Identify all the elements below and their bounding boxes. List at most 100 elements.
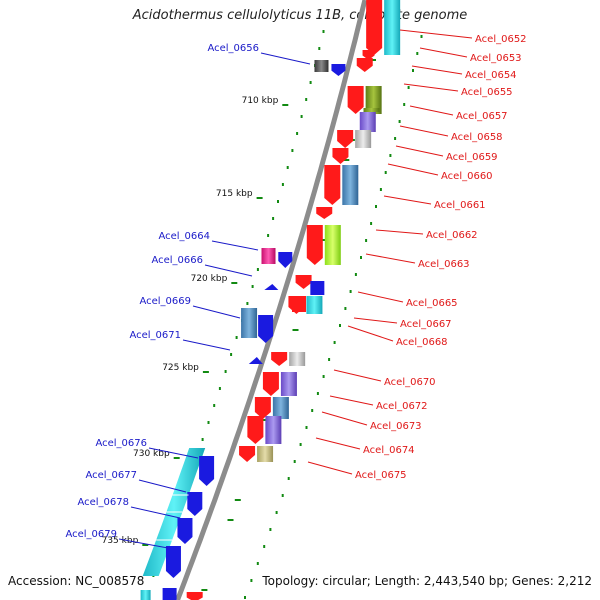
gene-label[interactable]: Acel_0675 bbox=[355, 470, 407, 481]
gene-label[interactable]: Acel_0660 bbox=[441, 171, 493, 182]
scale-label: 735 kbp bbox=[102, 536, 139, 546]
leader-line bbox=[329, 395, 374, 406]
leader-line bbox=[383, 195, 432, 205]
inner-ring-dot bbox=[224, 370, 227, 373]
gene-label[interactable]: Acel_0665 bbox=[406, 298, 458, 309]
gene-label[interactable]: Acel_0678 bbox=[77, 497, 129, 508]
outer-ring-dot bbox=[316, 392, 319, 395]
gene-label[interactable]: Acel_0670 bbox=[384, 377, 436, 388]
gene-label[interactable]: Acel_0662 bbox=[426, 230, 478, 241]
gene-label[interactable]: Acel_0657 bbox=[456, 111, 508, 122]
gene-label[interactable]: Acel_0656 bbox=[207, 43, 259, 54]
gene-label[interactable]: Acel_0669 bbox=[139, 296, 191, 307]
outer-ring-dot bbox=[275, 511, 278, 514]
reverse-gene-box bbox=[241, 308, 258, 338]
forward-gene-arrow bbox=[332, 148, 349, 164]
outer-ring-dot bbox=[407, 86, 410, 89]
reverse-gene-arrow bbox=[264, 284, 279, 290]
inner-ring-dot bbox=[235, 336, 238, 339]
outer-ring-dot bbox=[263, 545, 266, 548]
reverse-gene-arrow bbox=[177, 518, 193, 544]
forward-gene-box bbox=[365, 86, 382, 114]
gene-label[interactable]: Acel_0658 bbox=[451, 132, 503, 143]
forward-gene-arrow bbox=[362, 50, 375, 60]
outer-ring-dot bbox=[379, 188, 382, 191]
scale-label: 730 kbp bbox=[133, 449, 170, 459]
forward-gene-box bbox=[306, 296, 323, 314]
outer-ring-dot bbox=[333, 341, 336, 344]
gene-label[interactable]: Acel_0672 bbox=[376, 401, 428, 412]
gene-label[interactable]: Acel_0668 bbox=[396, 337, 448, 348]
outer-ring-dot bbox=[328, 358, 331, 361]
scale-label: 715 kbp bbox=[216, 189, 253, 199]
forward-gene-arrow bbox=[356, 58, 373, 72]
outer-ring-dot bbox=[244, 596, 246, 599]
leader-line bbox=[411, 65, 463, 75]
gene-label[interactable]: Acel_0652 bbox=[475, 34, 527, 45]
outer-ring-dot bbox=[398, 120, 401, 123]
inner-ring-dot bbox=[251, 285, 254, 288]
forward-gene-box bbox=[265, 416, 282, 444]
forward-gene-box bbox=[342, 165, 359, 205]
gene-label[interactable]: Acel_0671 bbox=[129, 330, 181, 341]
forward-gene-arrow bbox=[324, 165, 341, 205]
outer-ring-dot bbox=[322, 375, 325, 378]
leader-line bbox=[399, 125, 449, 137]
gene-label[interactable]: Acel_0659 bbox=[446, 152, 498, 163]
inner-ring-dot bbox=[309, 81, 312, 84]
forward-gene-arrow bbox=[254, 397, 271, 419]
leader-line bbox=[365, 253, 416, 264]
forward-gene-arrow bbox=[295, 275, 312, 289]
forward-gene-arrow bbox=[186, 592, 203, 600]
reverse-gene-arrow bbox=[199, 456, 215, 486]
gene-label[interactable]: Acel_0663 bbox=[418, 259, 470, 270]
leader-line bbox=[211, 240, 259, 251]
inner-ring-dot bbox=[322, 30, 325, 33]
outer-ring-dot bbox=[299, 443, 302, 446]
inner-ring-dot bbox=[230, 353, 233, 356]
outer-ring-dot bbox=[349, 290, 352, 293]
outer-ring-dot bbox=[250, 579, 253, 582]
outer-ring-dot bbox=[256, 562, 259, 565]
inner-ring-dot bbox=[305, 98, 308, 101]
gene-label[interactable]: Acel_0667 bbox=[400, 319, 452, 330]
forward-gene-box bbox=[355, 130, 372, 148]
inner-ring-dot bbox=[246, 302, 249, 305]
leader-line bbox=[395, 145, 444, 157]
outer-ring-dot bbox=[416, 52, 419, 55]
forward-gene-box bbox=[291, 296, 306, 312]
scale-label: 710 kbp bbox=[242, 96, 279, 106]
gene-label[interactable]: Acel_0673 bbox=[370, 421, 422, 432]
forward-gene-box bbox=[280, 372, 297, 396]
gene-label[interactable]: Acel_0674 bbox=[363, 445, 415, 456]
inner-ring-dot bbox=[207, 421, 210, 424]
leader-line bbox=[182, 339, 231, 351]
forward-gene-arrow bbox=[271, 352, 288, 366]
gene-label[interactable]: Acel_0661 bbox=[434, 200, 486, 211]
gene-label[interactable]: Acel_0677 bbox=[85, 470, 137, 481]
leader-line bbox=[399, 29, 473, 39]
outer-ring-dot bbox=[269, 528, 272, 531]
outer-ring-dot bbox=[354, 273, 357, 276]
outer-ring-dot bbox=[370, 222, 373, 225]
leader-line bbox=[357, 291, 404, 303]
gene-label[interactable]: Acel_0676 bbox=[95, 438, 147, 449]
reverse-gene-box bbox=[162, 588, 177, 600]
gene-label[interactable]: Acel_0666 bbox=[151, 255, 203, 266]
leader-line bbox=[321, 411, 368, 426]
inner-ring-dot bbox=[281, 183, 284, 186]
reverse-gene-arrow bbox=[258, 315, 274, 343]
outer-ring-dot bbox=[389, 154, 392, 157]
leader-line bbox=[315, 437, 361, 450]
gene-label[interactable]: Acel_0655 bbox=[461, 87, 513, 98]
gene-label[interactable]: Acel_0654 bbox=[465, 70, 517, 81]
gene-label[interactable]: Acel_0653 bbox=[470, 53, 522, 64]
forward-gene-box bbox=[272, 397, 289, 419]
outer-ring-dot bbox=[360, 256, 362, 259]
forward-gene-box bbox=[324, 225, 341, 265]
leader-line bbox=[409, 105, 454, 116]
gene-label[interactable]: Acel_0664 bbox=[158, 231, 210, 242]
forward-gene-arrow bbox=[262, 372, 279, 396]
gene-label[interactable]: Acel_0679 bbox=[65, 529, 117, 540]
reverse-gene-box bbox=[314, 60, 329, 72]
